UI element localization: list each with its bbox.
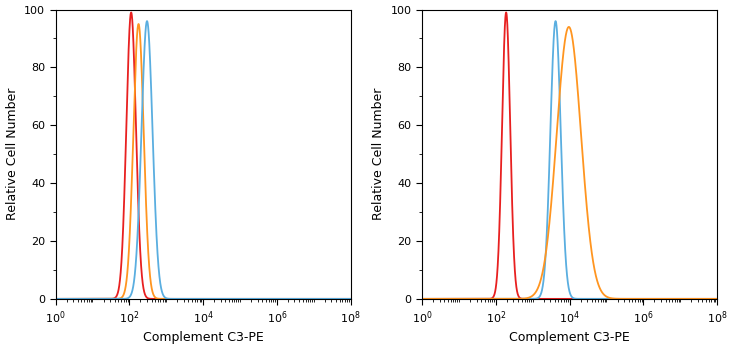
Y-axis label: Relative Cell Number: Relative Cell Number — [6, 88, 18, 220]
X-axis label: Complement C3-PE: Complement C3-PE — [143, 331, 263, 344]
Y-axis label: Relative Cell Number: Relative Cell Number — [372, 88, 385, 220]
X-axis label: Complement C3-PE: Complement C3-PE — [509, 331, 630, 344]
